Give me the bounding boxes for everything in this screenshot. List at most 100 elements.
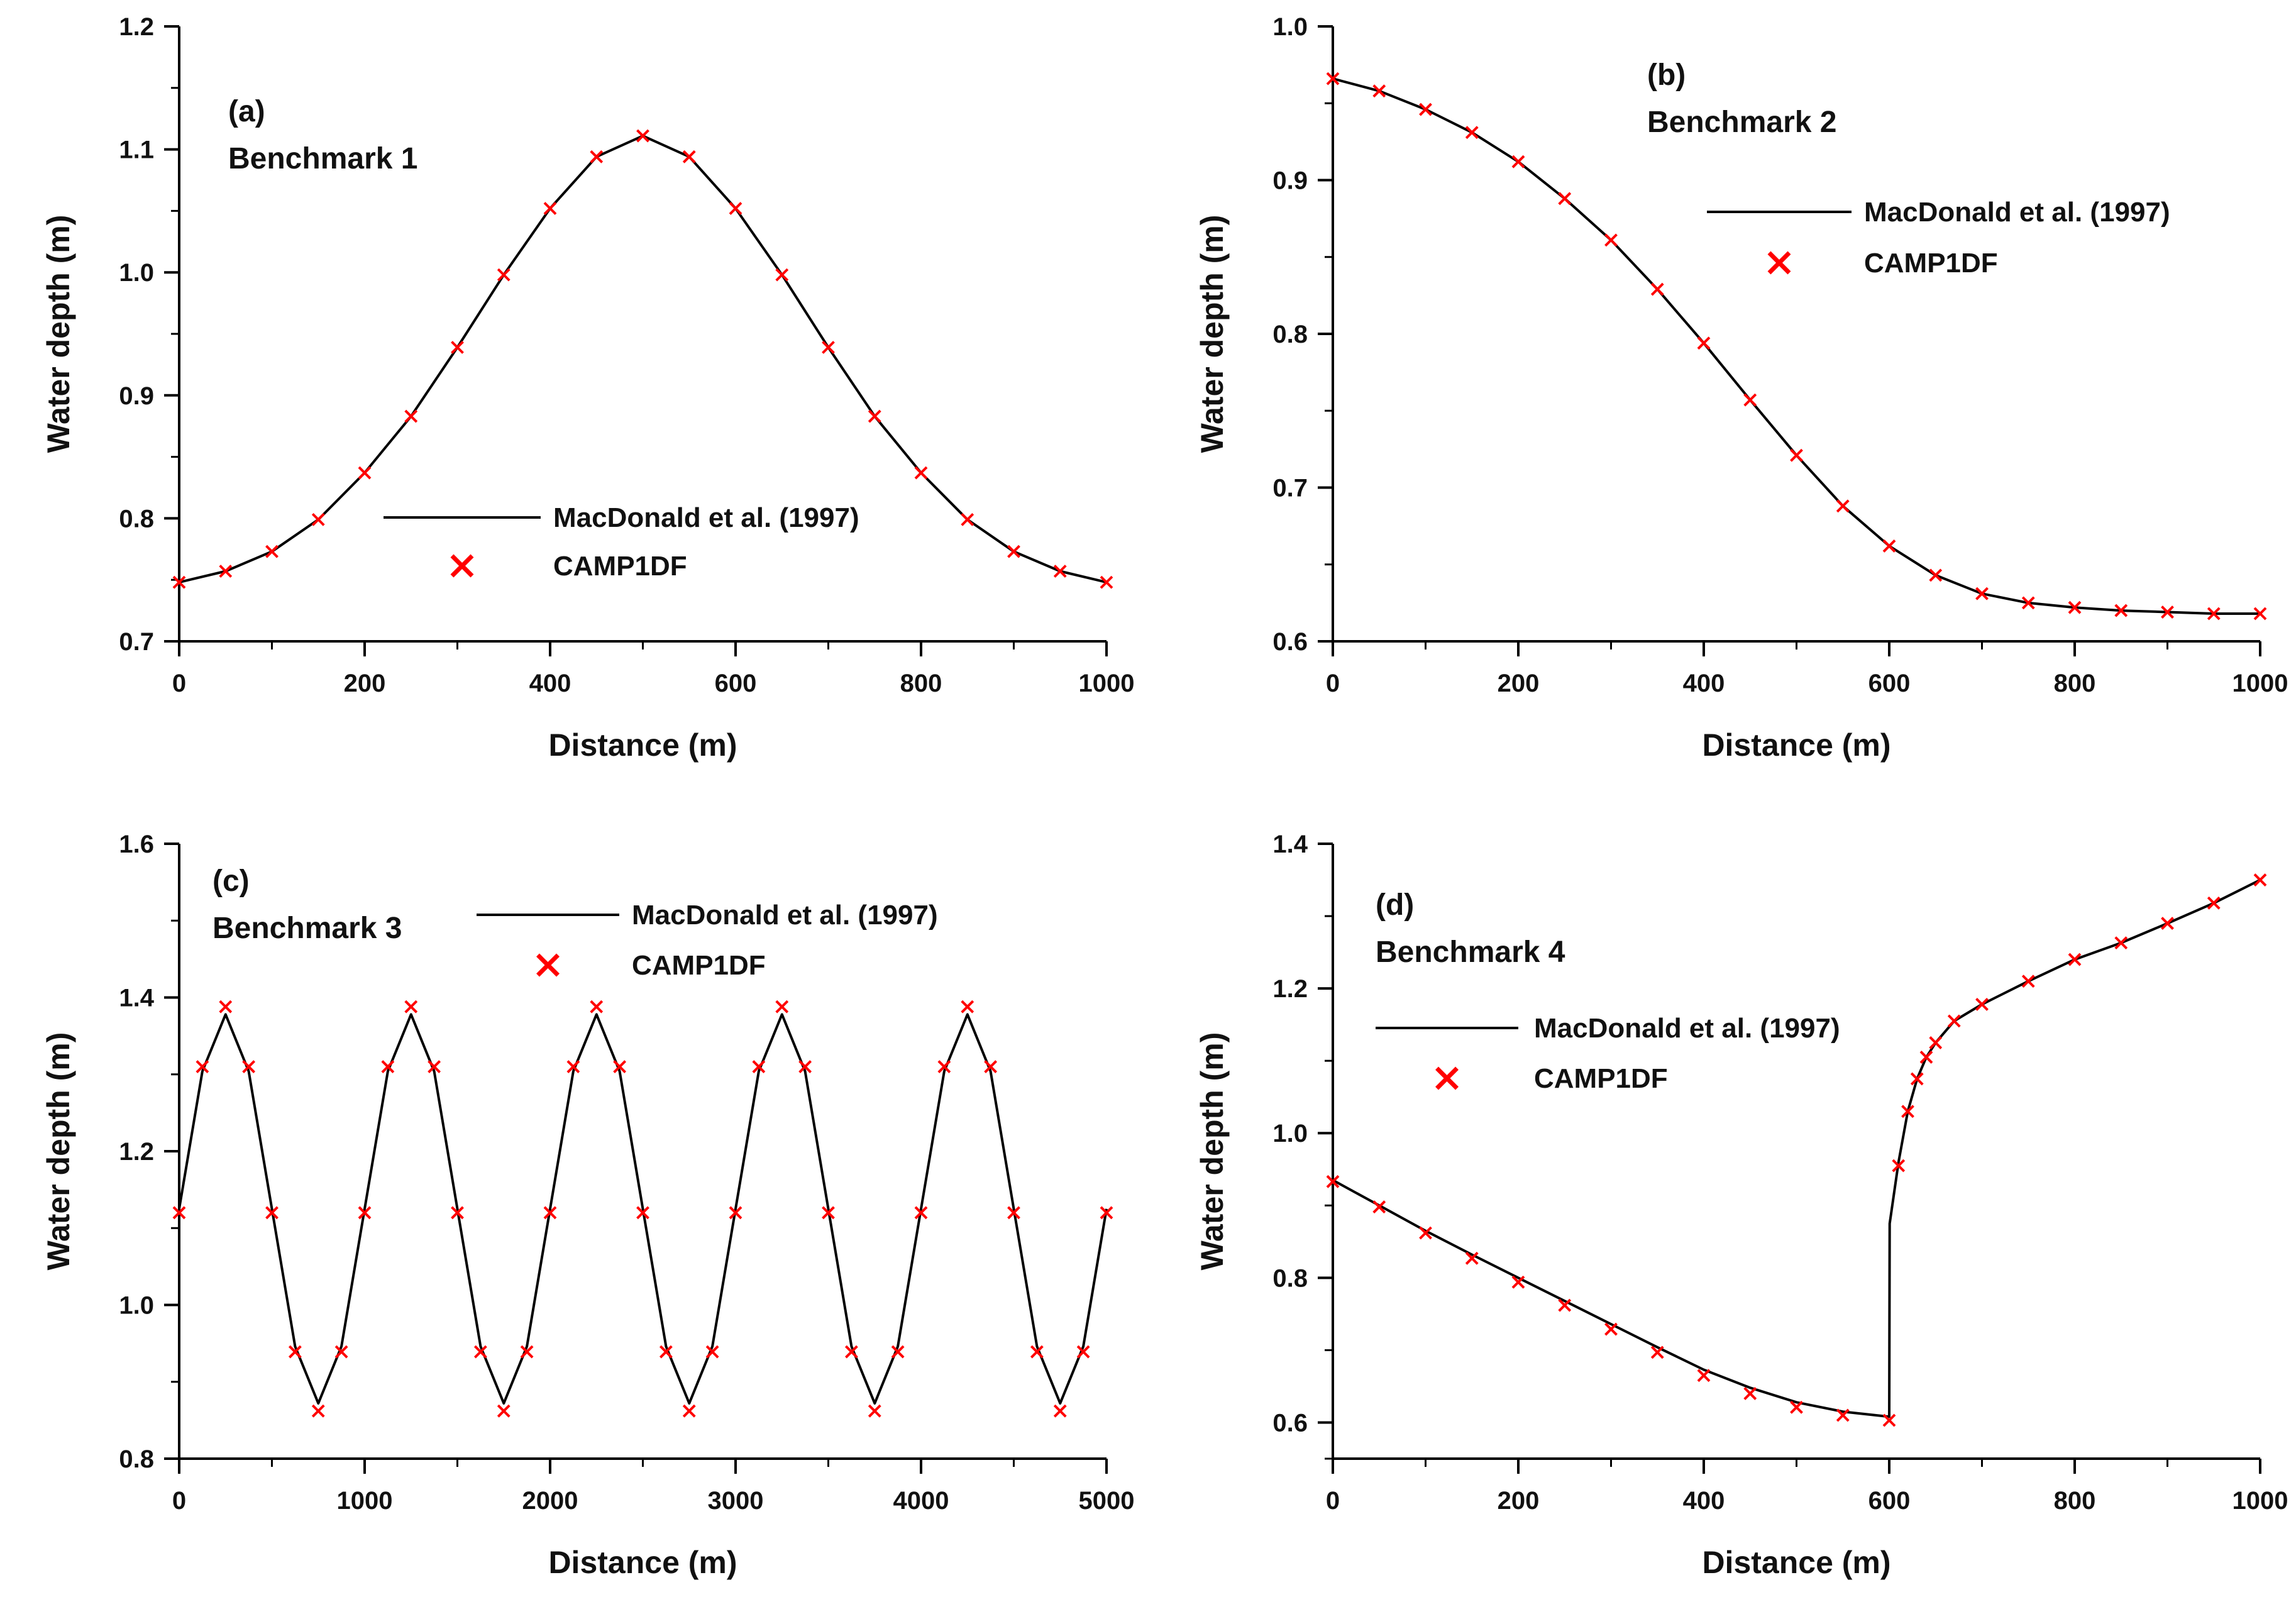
marker-stroke — [961, 1000, 974, 1014]
y-tick-label: 1.2 — [119, 1138, 154, 1166]
panel-a: 0 200 400 600 800 1000 0.7 0.8 0.9 1.0 1.1 1.2 Dista… — [41, 13, 1134, 763]
marker-stroke — [2021, 596, 2035, 610]
marker-stroke — [1511, 155, 1525, 169]
data-point-marker — [2253, 607, 2267, 621]
data-point-marker — [2114, 936, 2128, 950]
legend: MacDonald et al. (1997) CAMP1DF — [1376, 1013, 1840, 1094]
data-point-marker — [1100, 1206, 1113, 1220]
marker-stroke — [705, 1345, 719, 1359]
data-point-marker — [543, 202, 557, 215]
panel-subtitle: Benchmark 4 — [1376, 936, 1565, 969]
data-point-marker — [219, 1000, 233, 1014]
series-markers-camp1df — [172, 129, 1113, 589]
marker-stroke — [891, 1345, 905, 1359]
marker-stroke — [451, 341, 464, 354]
legend: MacDonald et al. (1997) CAMP1DF — [1707, 197, 2170, 279]
marker-stroke — [404, 1000, 418, 1014]
data-point-marker — [1604, 233, 1618, 247]
data-point-marker — [242, 1060, 256, 1073]
data-point-marker — [636, 1206, 649, 1220]
x-tick-label: 1000 — [1079, 670, 1135, 697]
data-point-marker — [1511, 155, 1525, 169]
x-tick-label: 0 — [172, 1487, 186, 1515]
y-axis-title: Water depth (m) — [1195, 215, 1230, 453]
data-point-marker — [1100, 575, 1113, 589]
data-point-marker — [2021, 975, 2035, 988]
marker-stroke — [543, 1206, 557, 1220]
marker-stroke — [543, 202, 557, 215]
x-axis-title: Distance (m) — [548, 1545, 737, 1580]
marker-stroke — [265, 544, 279, 558]
marker-stroke — [1836, 499, 1850, 513]
marker-stroke — [2114, 604, 2128, 617]
data-point-marker — [172, 1206, 186, 1220]
marker-stroke — [2207, 607, 2221, 621]
marker-stroke — [1743, 393, 1757, 407]
legend-marker-swatch — [1435, 1066, 1459, 1090]
y-tick-label: 0.7 — [119, 628, 154, 656]
legend-marker-swatch — [536, 953, 560, 977]
marker-stroke — [1929, 1036, 1943, 1049]
marker-stroke — [822, 341, 835, 354]
panel-label: (a) — [228, 95, 265, 128]
x-tick-label: 600 — [715, 670, 757, 697]
marker-stroke — [1100, 1206, 1113, 1220]
marker-stroke — [844, 1345, 858, 1359]
y-tick-label: 0.8 — [1272, 321, 1308, 348]
marker-stroke — [219, 565, 233, 578]
y-tick-label: 1.4 — [1272, 831, 1308, 858]
data-point-marker — [961, 1000, 974, 1014]
legend-label: MacDonald et al. (1997) — [1534, 1013, 1840, 1044]
data-point-marker — [1372, 84, 1386, 98]
legend-label: MacDonald et al. (1997) — [553, 502, 859, 533]
marker-stroke — [868, 1404, 881, 1418]
panel-label: (d) — [1376, 888, 1414, 922]
data-point-marker — [1053, 565, 1067, 578]
data-point-marker — [2207, 607, 2221, 621]
marker-stroke — [497, 1404, 511, 1418]
legend-marker-swatch — [450, 554, 474, 578]
marker-stroke — [914, 466, 928, 480]
legend-label: CAMP1DF — [553, 551, 687, 582]
panel-subtitle: Benchmark 3 — [212, 912, 402, 945]
data-point-marker — [2068, 953, 2082, 966]
data-point-marker — [451, 1206, 464, 1220]
marker-stroke — [358, 466, 372, 480]
marker-stroke — [798, 1060, 812, 1073]
series-markers-camp1df — [172, 1000, 1113, 1418]
marker-stroke — [1836, 1408, 1850, 1422]
marker-stroke — [2021, 975, 2035, 988]
data-point-marker — [1790, 1400, 1803, 1414]
marker-stroke — [473, 1345, 487, 1359]
x-tick-label: 3000 — [708, 1487, 764, 1515]
panel-label: (b) — [1647, 58, 1686, 92]
data-point-marker — [2021, 596, 2035, 610]
panel-c: 0 1000 2000 3000 4000 5000 0.8 1.0 1.2 1.4 1.6 Dist… — [41, 831, 1134, 1580]
marker-stroke — [613, 1060, 627, 1073]
x-tick-label: 200 — [1498, 670, 1540, 697]
marker-stroke — [2253, 607, 2267, 621]
marker-stroke — [1604, 233, 1618, 247]
marker-stroke — [1790, 448, 1803, 462]
data-point-marker — [1836, 1408, 1850, 1422]
x-tick-label: 400 — [1683, 1487, 1725, 1515]
legend-label: MacDonald et al. (1997) — [632, 900, 938, 931]
y-tick-label: 1.0 — [119, 259, 154, 287]
marker-stroke — [590, 150, 604, 163]
data-point-marker — [1007, 1206, 1020, 1220]
marker-stroke — [1465, 126, 1479, 140]
data-point-marker — [404, 409, 418, 423]
marker-stroke — [775, 1000, 789, 1014]
data-point-marker — [2207, 896, 2221, 910]
data-point-marker — [2161, 605, 2174, 619]
data-point-marker — [1836, 499, 1850, 513]
data-point-marker — [1030, 1345, 1044, 1359]
marker-stroke — [265, 1206, 279, 1220]
x-tick-label: 1000 — [2233, 1487, 2288, 1515]
x-tick-label: 1000 — [2233, 670, 2288, 697]
data-point-marker — [1919, 1051, 1933, 1064]
x-tick-label: 600 — [1868, 1487, 1911, 1515]
data-point-marker — [822, 341, 835, 354]
series-line-macdonald — [1332, 77, 2260, 615]
y-tick-label: 0.6 — [1272, 628, 1308, 656]
